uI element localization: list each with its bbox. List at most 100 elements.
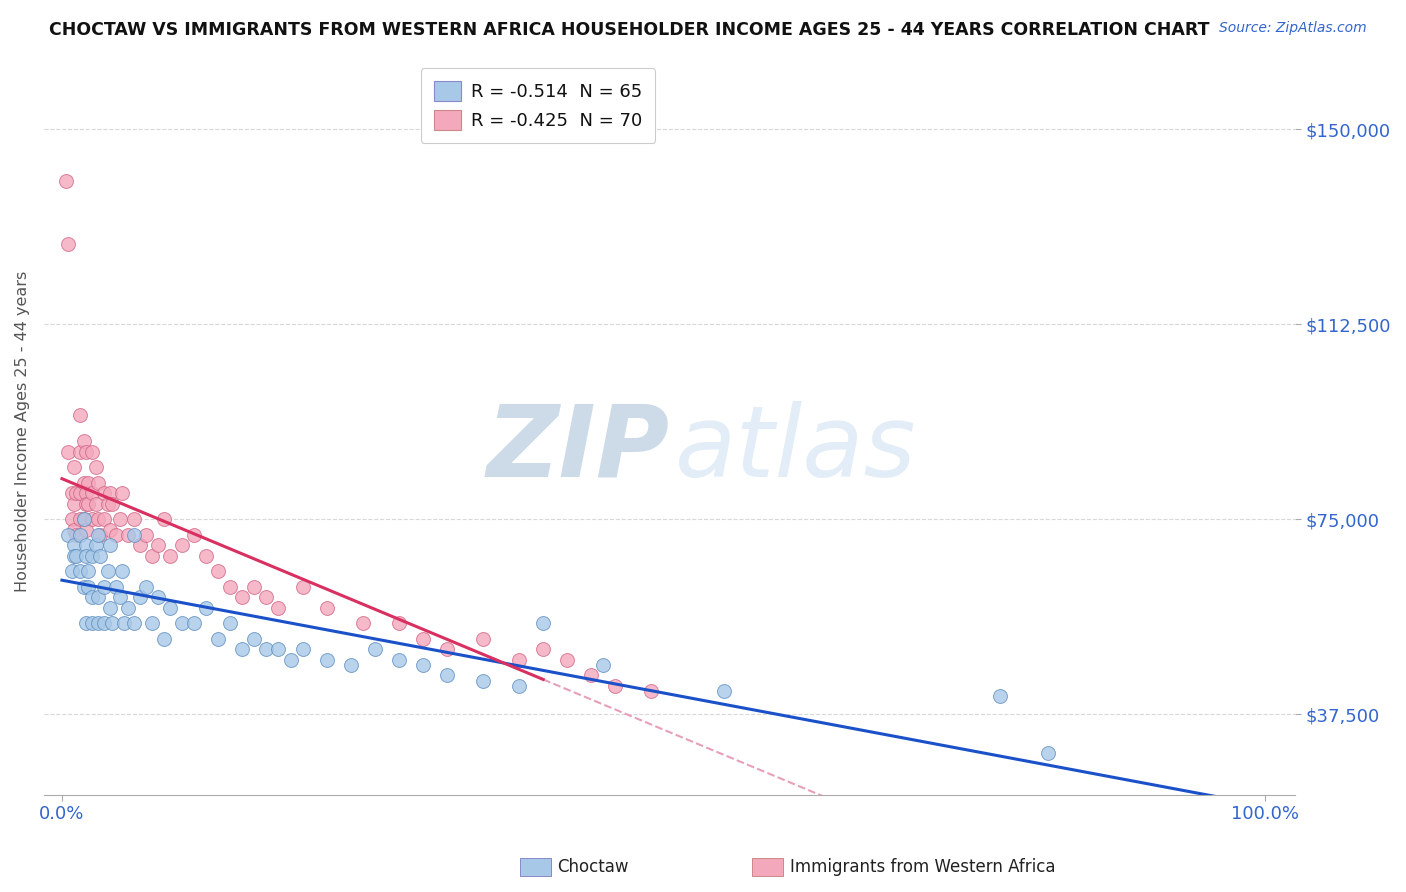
Point — [436, 642, 458, 657]
Point — [80, 616, 103, 631]
Point — [75, 497, 97, 511]
Point — [267, 642, 290, 657]
Point — [472, 673, 495, 688]
Point — [117, 528, 139, 542]
Point — [339, 658, 361, 673]
Point — [195, 600, 218, 615]
Point — [153, 512, 176, 526]
Point — [77, 565, 100, 579]
Point — [315, 653, 337, 667]
Point — [87, 528, 110, 542]
Point — [72, 434, 94, 449]
Point — [75, 549, 97, 563]
Point — [75, 523, 97, 537]
Point — [291, 580, 314, 594]
Point — [87, 616, 110, 631]
Point — [129, 538, 152, 552]
Legend: R = -0.514  N = 65, R = -0.425  N = 70: R = -0.514 N = 65, R = -0.425 N = 70 — [420, 69, 655, 143]
Point — [77, 580, 100, 594]
Point — [72, 512, 94, 526]
Point — [122, 528, 145, 542]
Point — [117, 600, 139, 615]
Point — [69, 565, 91, 579]
Point — [231, 591, 253, 605]
Point — [84, 460, 107, 475]
Point — [159, 549, 181, 563]
Point — [98, 600, 121, 615]
Point — [153, 632, 176, 646]
Point — [129, 591, 152, 605]
Point — [75, 538, 97, 552]
Point — [122, 512, 145, 526]
Point — [141, 549, 163, 563]
Point — [97, 565, 120, 579]
Point — [148, 538, 170, 552]
Point — [122, 616, 145, 631]
Text: CHOCTAW VS IMMIGRANTS FROM WESTERN AFRICA HOUSEHOLDER INCOME AGES 25 - 44 YEARS : CHOCTAW VS IMMIGRANTS FROM WESTERN AFRIC… — [49, 21, 1209, 39]
Point — [77, 497, 100, 511]
Point — [988, 690, 1011, 704]
Point — [231, 642, 253, 657]
Point — [581, 668, 603, 682]
Point — [195, 549, 218, 563]
Point — [65, 528, 87, 542]
Point — [98, 486, 121, 500]
Point — [207, 565, 229, 579]
Point — [388, 616, 411, 631]
Text: Immigrants from Western Africa: Immigrants from Western Africa — [790, 858, 1056, 876]
Point — [72, 475, 94, 490]
Point — [412, 632, 434, 646]
Point — [77, 475, 100, 490]
Point — [352, 616, 374, 631]
Point — [80, 591, 103, 605]
Point — [63, 549, 86, 563]
Point — [183, 528, 205, 542]
Point — [69, 444, 91, 458]
Point — [243, 580, 266, 594]
Point — [93, 512, 115, 526]
Point — [60, 512, 83, 526]
Point — [69, 528, 91, 542]
Point — [114, 616, 136, 631]
Point — [80, 512, 103, 526]
Point — [159, 600, 181, 615]
Point — [555, 653, 578, 667]
Point — [89, 549, 111, 563]
Point — [605, 679, 627, 693]
Point — [84, 497, 107, 511]
Point — [72, 580, 94, 594]
Point — [63, 538, 86, 552]
Point — [55, 174, 77, 188]
Point — [89, 528, 111, 542]
Point — [207, 632, 229, 646]
Point — [87, 591, 110, 605]
Point — [93, 580, 115, 594]
Point — [108, 512, 131, 526]
Point — [267, 600, 290, 615]
Point — [291, 642, 314, 657]
Point — [108, 591, 131, 605]
Point — [65, 486, 87, 500]
Point — [148, 591, 170, 605]
Point — [412, 658, 434, 673]
Point — [63, 523, 86, 537]
Point — [256, 591, 278, 605]
Point — [60, 565, 83, 579]
Point — [75, 486, 97, 500]
Point — [219, 580, 242, 594]
Point — [60, 486, 83, 500]
Point — [256, 642, 278, 657]
Point — [80, 549, 103, 563]
Point — [93, 486, 115, 500]
Point — [219, 616, 242, 631]
Point — [56, 444, 79, 458]
Point — [172, 538, 194, 552]
Point — [508, 679, 530, 693]
Point — [65, 549, 87, 563]
Point — [183, 616, 205, 631]
Point — [135, 528, 157, 542]
Point — [315, 600, 337, 615]
Point — [472, 632, 495, 646]
Point — [63, 497, 86, 511]
Point — [97, 497, 120, 511]
